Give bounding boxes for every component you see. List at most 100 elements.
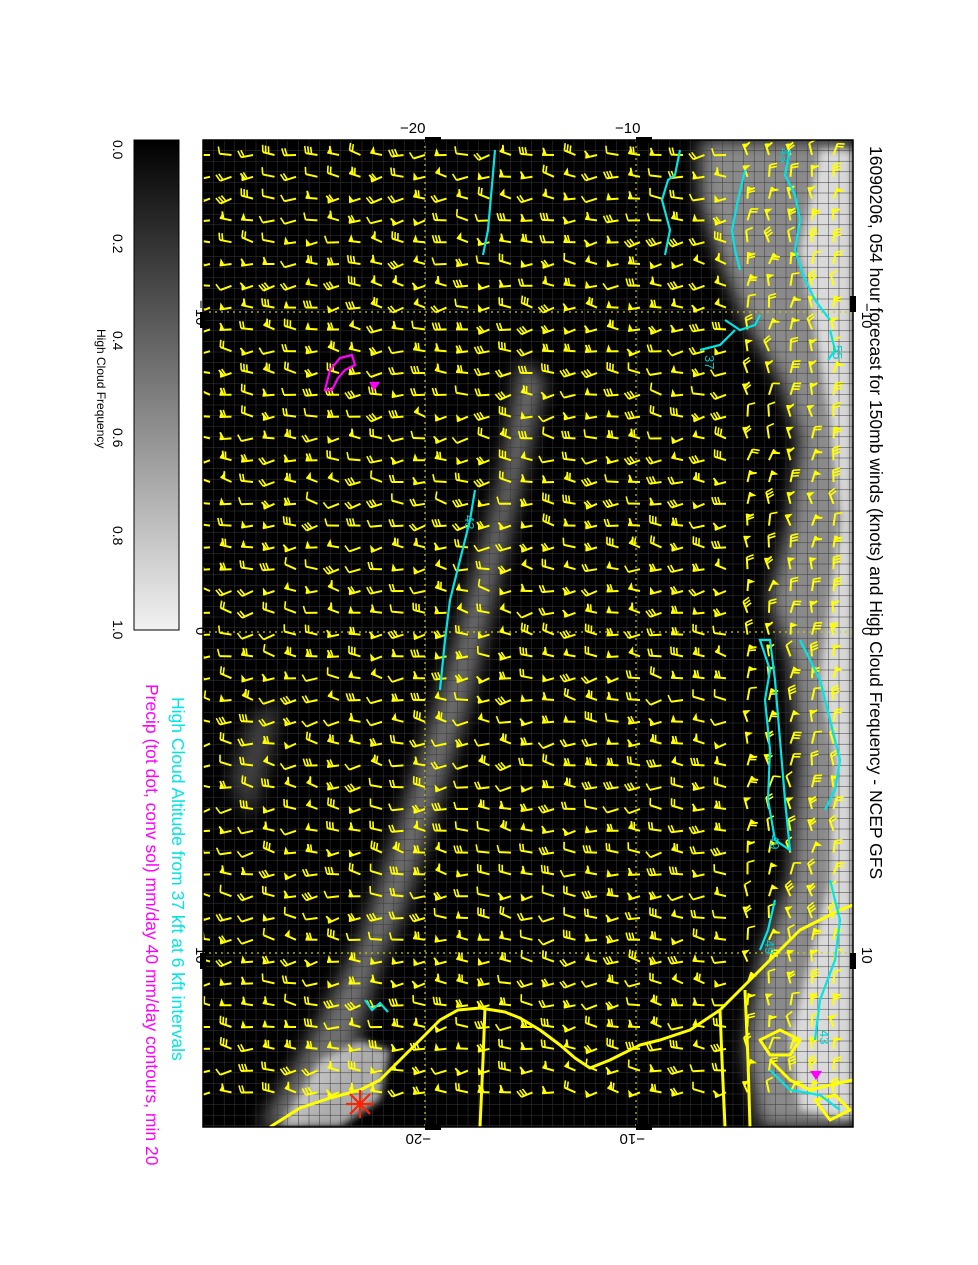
wind-barb xyxy=(832,796,844,810)
wind-barb xyxy=(219,1015,232,1028)
wind-barb xyxy=(301,868,318,877)
wind-barb xyxy=(692,646,705,658)
wind-barb xyxy=(541,715,555,724)
wind-barb xyxy=(605,1001,619,1011)
wind-barb xyxy=(477,498,490,508)
wind-barb xyxy=(203,778,211,789)
wind-barb xyxy=(763,334,772,352)
wind-barb xyxy=(742,596,752,614)
wind-barb xyxy=(304,559,318,571)
wind-barb xyxy=(692,213,705,222)
wind-barb xyxy=(261,673,275,683)
cloud-band-east xyxy=(700,140,853,1127)
wind-barb xyxy=(606,344,619,353)
wind-barb xyxy=(305,491,318,505)
wind-barb xyxy=(537,915,555,923)
wind-barb xyxy=(454,821,469,832)
wind-barb xyxy=(261,973,275,985)
wind-barb xyxy=(369,470,383,483)
wind-barb xyxy=(239,347,254,356)
wind-barb xyxy=(368,631,383,640)
wind-barb xyxy=(434,934,447,943)
wind-barb xyxy=(497,651,512,661)
wind-barb xyxy=(518,843,533,854)
wind-barb xyxy=(562,929,576,941)
wind-barb xyxy=(259,562,275,572)
wind-barb xyxy=(219,865,232,876)
wind-barb xyxy=(670,998,684,1007)
wind-barb xyxy=(326,667,340,680)
wind-barb xyxy=(262,256,275,266)
wind-barb xyxy=(519,929,533,941)
wind-barb xyxy=(714,426,727,440)
wind-barb xyxy=(434,1083,447,1094)
wind-barb xyxy=(281,387,297,396)
wind-barb xyxy=(451,498,469,508)
wind-barb xyxy=(519,718,533,727)
wind-barb xyxy=(688,455,705,465)
wind-barb xyxy=(714,756,727,767)
wind-barb xyxy=(832,361,844,374)
wind-barb xyxy=(283,671,297,680)
caption-precip: Precip (tot dot, conv sol) mm/day 40 mm/… xyxy=(142,684,162,1166)
wind-barb xyxy=(389,866,404,876)
wind-barb xyxy=(369,885,383,898)
wind-barb xyxy=(412,845,426,854)
wind-barb xyxy=(388,366,404,376)
wind-barb xyxy=(713,741,727,750)
wind-barb xyxy=(413,1017,426,1028)
wind-barb xyxy=(746,491,757,505)
wind-barb xyxy=(605,934,619,944)
wind-barb xyxy=(451,762,469,770)
wind-barb xyxy=(519,543,533,553)
wind-barb xyxy=(387,1089,404,1098)
location-marker-star xyxy=(346,1090,374,1118)
wind-barb xyxy=(476,456,490,466)
wind-barb xyxy=(389,887,404,898)
wind-barb xyxy=(746,470,757,483)
wind-barb xyxy=(666,499,684,509)
wind-barb xyxy=(347,275,361,287)
wind-barb xyxy=(430,739,447,748)
wind-barb xyxy=(347,912,361,923)
wind-barb xyxy=(809,600,818,613)
wind-barb xyxy=(238,320,254,331)
wind-barb xyxy=(303,408,318,418)
wind-barb xyxy=(606,362,619,374)
wind-barb xyxy=(203,712,211,723)
wind-barb xyxy=(370,1065,383,1075)
wind-barb xyxy=(498,341,512,353)
lon-label-top-minus20: −20 xyxy=(400,120,425,137)
wind-barb xyxy=(387,195,404,204)
wind-barb xyxy=(584,757,598,767)
wind-barb xyxy=(671,972,684,985)
wind-barb xyxy=(605,1066,619,1076)
wind-barb xyxy=(785,426,794,439)
wind-barb xyxy=(258,478,275,488)
wind-barb xyxy=(410,365,426,375)
wind-barb xyxy=(602,282,619,291)
wind-barb xyxy=(365,412,383,423)
wind-barb xyxy=(498,671,512,680)
coastlines xyxy=(269,903,853,1127)
wind-barb xyxy=(741,949,750,963)
wind-barb xyxy=(809,226,819,243)
wind-barb xyxy=(606,259,619,268)
wind-barb xyxy=(498,279,512,288)
wind-barb xyxy=(413,957,426,967)
wind-barb xyxy=(627,715,641,725)
wind-barb xyxy=(692,1081,705,1094)
wind-barb xyxy=(580,477,598,487)
wind-barb xyxy=(585,689,598,701)
wind-barb xyxy=(811,208,821,221)
axis-labels: −10 0 10 −10 0 10 −20 −10 −20 −10 xyxy=(192,120,875,1147)
wind-barb xyxy=(583,239,598,248)
wind-barb xyxy=(218,825,232,835)
wind-barb xyxy=(323,999,340,1009)
wind-barb xyxy=(477,932,490,941)
wind-barb xyxy=(390,1043,404,1053)
wind-barb xyxy=(219,409,232,419)
wind-barb xyxy=(666,894,684,902)
wind-barb xyxy=(520,784,533,793)
wind-barb xyxy=(408,913,426,923)
